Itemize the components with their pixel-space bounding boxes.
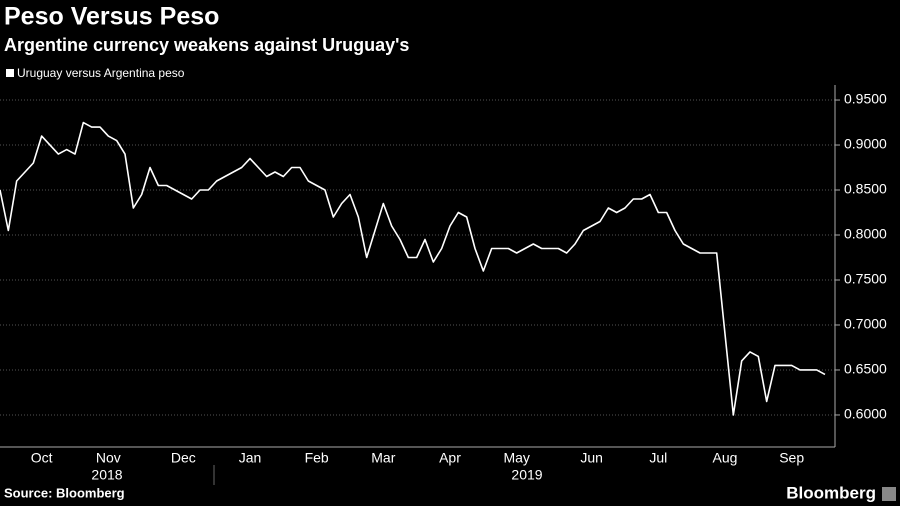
x-tick-label: Feb [305, 450, 329, 466]
legend-label: Uruguay versus Argentina peso [17, 66, 185, 80]
x-tick-label: Apr [439, 450, 461, 466]
x-tick-label: Aug [713, 450, 738, 466]
y-tick-label: 0.7000 [844, 316, 887, 332]
x-tick-label: Oct [31, 450, 53, 466]
y-tick-label: 0.9500 [844, 91, 887, 107]
x-tick-label: May [503, 450, 529, 466]
brand: Bloomberg [786, 483, 876, 502]
chart-title: Peso Versus Peso [4, 3, 219, 31]
x-tick-label: Jan [239, 450, 262, 466]
x-tick-label: Jun [580, 450, 603, 466]
x-year-label: 2019 [511, 467, 542, 483]
y-tick-label: 0.7500 [844, 271, 887, 287]
source: Source: Bloomberg [4, 485, 125, 500]
y-tick-label: 0.6500 [844, 361, 887, 377]
x-tick-label: Nov [96, 450, 121, 466]
y-tick-label: 0.8000 [844, 226, 887, 242]
brand-icon [882, 487, 896, 501]
x-tick-label: Jul [649, 450, 667, 466]
y-tick-label: 0.6000 [844, 406, 887, 422]
x-tick-label: Dec [171, 450, 196, 466]
x-tick-label: Sep [779, 450, 804, 466]
y-tick-label: 0.9000 [844, 136, 887, 152]
line [0, 121, 826, 416]
x-tick-label: Mar [371, 450, 395, 466]
x-year-label: 2018 [91, 467, 122, 483]
legend-swatch [6, 69, 14, 77]
chart-subtitle: Argentine currency weakens against Urugu… [4, 35, 409, 55]
y-tick-label: 0.8500 [844, 181, 887, 197]
